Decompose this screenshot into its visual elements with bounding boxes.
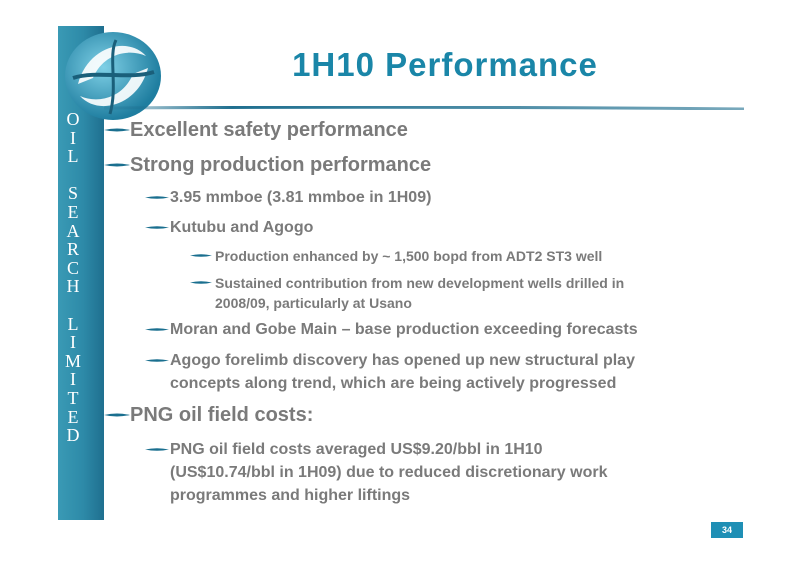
bullet-adt2: Production enhanced by ~ 1,500 bopd from… — [215, 248, 603, 264]
page-number-badge: 34 — [711, 522, 743, 538]
sidebar-letter: L — [67, 313, 79, 334]
bullet-dash-icon — [190, 280, 212, 285]
bullet-dash-icon — [145, 225, 169, 230]
sidebar-letter — [58, 296, 88, 315]
company-name-vertical: O I L S E A R C H L I M I T E D — [58, 110, 88, 445]
bullet-dash-icon — [145, 447, 169, 452]
sidebar-letter: O — [66, 109, 80, 129]
sidebar-letter — [58, 166, 88, 185]
sidebar-letter: A — [66, 220, 80, 241]
bullet-dash-icon — [104, 162, 130, 168]
bullet-costs-line3: programmes and higher liftings — [170, 487, 411, 504]
bullet-dash-icon — [190, 253, 212, 258]
sidebar-letter: L — [67, 146, 79, 167]
sidebar-letter: R — [66, 239, 79, 260]
sidebar-letter: E — [67, 201, 79, 222]
sidebar-letter: S — [67, 183, 78, 204]
bullet-moran: Moran and Gobe Main – base production ex… — [170, 321, 638, 338]
bullet-agogo-line2: concepts along trend, which are being ac… — [170, 375, 617, 392]
sidebar-letter: I — [70, 127, 76, 148]
bullet-costs-line2: (US$10.74/bbl in 1H09) due to reduced di… — [170, 464, 608, 481]
bullet-agogo-line1: Agogo forelimb discovery has opened up n… — [170, 352, 635, 369]
bullet-safety: Excellent safety performance — [130, 119, 408, 141]
bullet-costs: PNG oil field costs: — [130, 404, 314, 426]
sidebar-letter: E — [67, 406, 79, 427]
slide-title: 1H10 Performance — [292, 46, 598, 83]
bullet-kutubu: Kutubu and Agogo — [170, 219, 314, 236]
bullet-dash-icon — [104, 127, 130, 133]
bullet-sustained-line2: 2008/09, particularly at Usano — [215, 295, 412, 311]
bullet-dash-icon — [104, 412, 130, 418]
sidebar-letter: M — [64, 350, 81, 371]
bullet-dash-icon — [145, 358, 169, 363]
bullet-costs-line1: PNG oil field costs averaged US$9.20/bbl… — [170, 441, 543, 458]
bullet-sustained-line1: Sustained contribution from new developm… — [215, 275, 625, 291]
sidebar-letter: C — [66, 257, 79, 278]
bullet-dash-icon — [145, 327, 169, 332]
sidebar-letter: H — [66, 276, 80, 297]
sidebar-letter: D — [66, 425, 80, 446]
sidebar-letter: I — [70, 332, 76, 353]
sidebar-letter: T — [67, 387, 79, 408]
bullet-production: Strong production performance — [130, 154, 432, 176]
bullet-mmboe: 3.95 mmboe (3.81 mmboe in 1H09) — [170, 189, 432, 206]
company-logo — [58, 26, 168, 126]
title-underline — [104, 106, 744, 110]
bullet-dash-icon — [145, 195, 169, 200]
sidebar-letter: I — [70, 369, 76, 390]
